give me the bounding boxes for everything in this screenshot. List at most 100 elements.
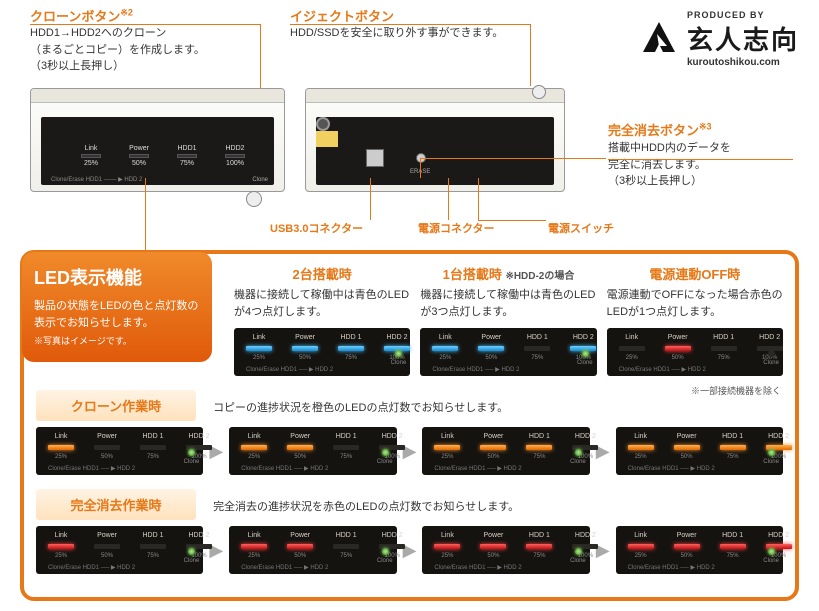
panel-led-label: Link (432, 334, 458, 341)
logo-name: 玄人志向 (687, 20, 799, 57)
panel-led (628, 445, 654, 450)
callout-erase-title-text: 完全消去ボタン (608, 123, 699, 138)
callout-clone-title: クローンボタン※2 (30, 6, 250, 25)
callout-clone-title-text: クローンボタン (30, 9, 120, 24)
panel-led-label: Link (619, 334, 645, 341)
panel-led (526, 445, 552, 450)
panel-clone-label: Clone (391, 360, 407, 366)
led-panel: LinkPowerHDD 1HDD 225%50%75%100%Clone/Er… (420, 328, 596, 376)
clone-button-label: Clone (252, 177, 268, 183)
clone-button[interactable] (246, 191, 262, 207)
panel-bottom-label: Clone/Erase HDD1 ── ▶ HDD 2 (48, 465, 135, 472)
panel-led (140, 445, 166, 450)
panel-led-label: HDD 1 (338, 334, 364, 341)
eject-button[interactable] (532, 85, 546, 99)
panel-led-label: Power (480, 433, 506, 440)
panel-pct: 50% (480, 454, 506, 460)
led-col-title: 1台搭載時 ※HDD-2の場合 (420, 264, 596, 283)
led-pct: 100% (226, 160, 244, 167)
panel-pct: 50% (674, 454, 700, 460)
led-badge-note: ※写真はイメージです。 (34, 335, 200, 349)
panel-led-label: Power (674, 433, 700, 440)
led-badge-title: LED表示機能 (34, 264, 200, 290)
panel-led (292, 346, 318, 351)
panel-pct: 75% (720, 553, 746, 559)
panel-pct: 50% (665, 355, 691, 361)
panel-led (333, 445, 359, 450)
panel-led-label: HDD 2 (570, 334, 596, 341)
callout-clone-body: HDD1→HDD2へのクローン （まるごとコピー）を作成します。 （3秒以上長押… (30, 25, 250, 75)
panel-led (333, 544, 359, 549)
note-exclude: ※一部接続機器を除く (691, 384, 781, 397)
panel-pct: 75% (333, 553, 359, 559)
label-switch: 電源スイッチ (548, 220, 614, 236)
panel-led-label: HDD 1 (333, 532, 359, 539)
panel-led-label: Power (480, 532, 506, 539)
panel-led (720, 445, 746, 450)
led-panel: LinkPowerHDD 1HDD 225%50%75%100%Clone/Er… (36, 526, 203, 574)
led-panel: LinkPowerHDD 1HDD 225%50%75%100%Clone/Er… (234, 328, 410, 376)
panel-led (241, 544, 267, 549)
panel-pct: 25% (241, 553, 267, 559)
panel-led-label: HDD 1 (711, 334, 737, 341)
led-col-desc: 機器に接続して稼働中は青色のLEDが3つ点灯します。 (420, 287, 596, 320)
label-dc: 電源コネクター (418, 220, 495, 236)
led-top-panels: LinkPowerHDD 1HDD 225%50%75%100%Clone/Er… (234, 328, 783, 376)
panel-pct: 50% (287, 553, 313, 559)
panel-led-label: HDD 1 (524, 334, 550, 341)
led-pct: 75% (180, 160, 194, 167)
panel-led-label: HDD 1 (526, 433, 552, 440)
panel-pct: 50% (94, 553, 120, 559)
panel-led-label: HDD 2 (766, 532, 792, 539)
panel-pct: 50% (480, 553, 506, 559)
erase-row-title: 完全消去作業時 (36, 489, 196, 520)
panel-pct: 75% (333, 454, 359, 460)
panel-led (478, 346, 504, 351)
callout-erase-title: 完全消去ボタン※3 (608, 120, 808, 139)
panel-pct: 50% (287, 454, 313, 460)
callout-clone-sup: ※2 (120, 8, 133, 18)
panel-pct: 50% (94, 454, 120, 460)
panel-led-label: Link (434, 532, 460, 539)
panel-led (94, 544, 120, 549)
line (370, 178, 371, 220)
led-panel: LinkPowerHDD 1HDD 225%50%75%100%Clone/Er… (229, 427, 396, 475)
panel-led (720, 544, 746, 549)
panel-led (711, 346, 737, 351)
panel-led (48, 544, 74, 549)
panel-clone-dot (768, 350, 775, 357)
panel-pct: 50% (674, 553, 700, 559)
power-switch[interactable] (316, 131, 338, 147)
panel-pct: 25% (48, 553, 74, 559)
panel-pct: 50% (292, 355, 318, 361)
led-label-hdd1: HDD1 (177, 145, 196, 152)
panel-led-label: HDD 2 (379, 532, 405, 539)
callout-erase: 完全消去ボタン※3 搭載中HDD内のデータを 完全に消去します。 （3秒以上長押… (608, 120, 808, 190)
led-label-hdd2: HDD2 (225, 145, 244, 152)
line (478, 178, 479, 220)
panel-led (674, 544, 700, 549)
clone-row-panels: LinkPowerHDD 1HDD 225%50%75%100%Clone/Er… (36, 427, 783, 475)
led-top-columns: 2台搭載時機器に接続して稼働中は青色のLEDが4つ点灯します。1台搭載時 ※HD… (234, 264, 783, 320)
panel-pct: 75% (524, 355, 550, 361)
panel-led-label: Power (478, 334, 504, 341)
panel-clone-label: Clone (763, 459, 779, 465)
callout-clone: クローンボタン※2 HDD1→HDD2へのクローン （まるごとコピー）を作成しま… (30, 6, 250, 75)
led-label-link: Link (85, 145, 98, 152)
usb-port[interactable] (366, 149, 384, 167)
panel-led (524, 346, 550, 351)
panel-clone-dot (582, 350, 589, 357)
panel-led-label: HDD 2 (572, 532, 598, 539)
panel-bottom-label: Clone/Erase HDD1 ── ▶ HDD 2 (246, 366, 333, 373)
panel-led-label: HDD 2 (572, 433, 598, 440)
dc-port[interactable] (316, 117, 330, 131)
panel-pct: 25% (434, 454, 460, 460)
panel-led (619, 346, 645, 351)
top-diagram-area: クローンボタン※2 HDD1→HDD2へのクローン （まるごとコピー）を作成しま… (0, 0, 819, 240)
panel-led-label: Power (94, 532, 120, 539)
panel-led-label: Power (94, 433, 120, 440)
panel-led-label: Link (48, 433, 74, 440)
panel-led-label: HDD 2 (384, 334, 410, 341)
panel-led (246, 346, 272, 351)
panel-pct: 75% (526, 454, 552, 460)
